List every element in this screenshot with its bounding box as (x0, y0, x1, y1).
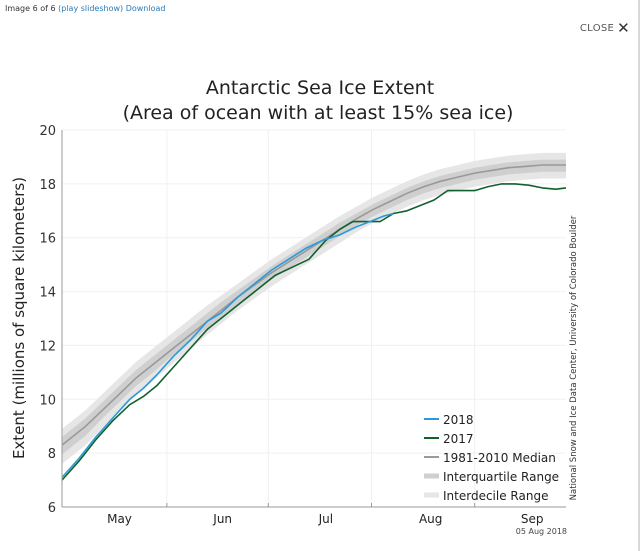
legend-label: Interquartile Range (443, 470, 559, 484)
close-label: CLOSE (579, 23, 615, 34)
download-link[interactable]: Download (125, 4, 166, 13)
date-stamp: 05 Aug 2018 (516, 527, 567, 536)
close-button[interactable]: CLOSE ✕ (580, 21, 630, 36)
close-icon: ✕ (617, 19, 630, 37)
median-line (61, 164, 566, 446)
x-tick-label: Jun (212, 512, 232, 526)
x-tick-label: Sep (521, 512, 544, 526)
x-tick-label: Aug (419, 512, 442, 526)
y-tick-label: 6 (48, 501, 56, 516)
y-tick-label: 20 (39, 124, 56, 139)
legend-label: Interdecile Range (443, 489, 548, 503)
y-tick-label: 14 (39, 286, 56, 301)
chart-subtitle: (Area of ocean with at least 15% sea ice… (123, 102, 514, 124)
y-tick-label: 16 (39, 232, 56, 247)
series-line-2018 (61, 212, 394, 478)
legend-label: 2017 (443, 432, 474, 446)
x-tick-label: Jul (318, 512, 333, 526)
x-tick-label: May (107, 512, 132, 526)
legend-label: 1981-2010 Median (443, 451, 556, 465)
y-tick-label: 8 (48, 447, 56, 462)
y-tick-label: 12 (39, 339, 56, 354)
legend-label: 2018 (443, 413, 474, 427)
y-tick-label: 10 (39, 393, 56, 408)
series-line-2017 (61, 183, 567, 481)
credit-text: National Snow and Ice Data Center, Unive… (569, 215, 579, 500)
y-tick-label: 18 (39, 178, 56, 193)
play-slideshow-link[interactable]: (play slideshow) (58, 4, 124, 13)
image-counter: Image 6 of 6 (5, 4, 56, 13)
chart-title: Antarctic Sea Ice Extent (206, 77, 434, 99)
image-viewer-header: Image 6 of 6 (play slideshow) Download (5, 4, 165, 13)
y-axis-label: Extent (millions of square kilometers) (10, 177, 28, 459)
frame-border (638, 0, 640, 551)
interquartile-range-band (62, 159, 566, 455)
interdecile-range-band (62, 152, 566, 464)
